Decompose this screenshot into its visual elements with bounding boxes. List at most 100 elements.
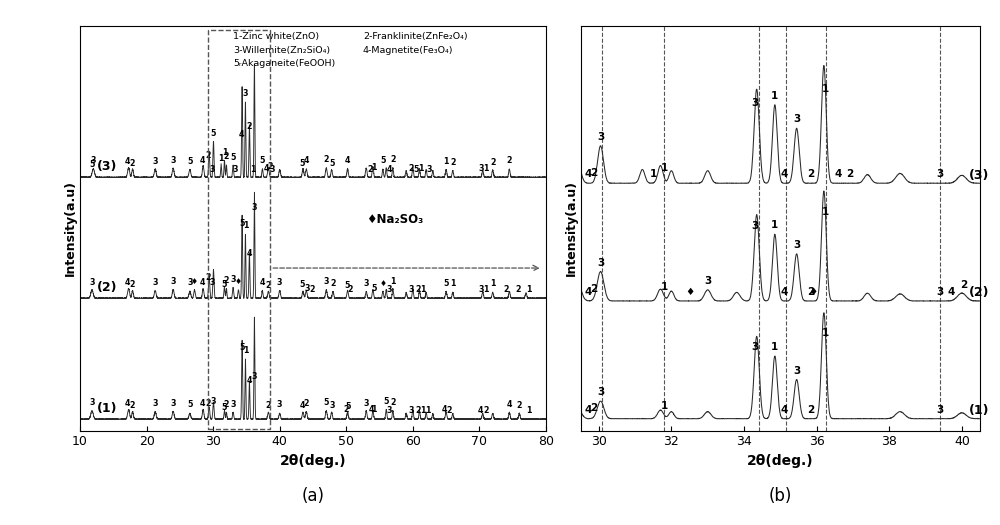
Text: 2: 2 (304, 400, 309, 408)
Text: 5: 5 (300, 280, 305, 289)
Text: 1: 1 (425, 406, 430, 415)
Text: ♦: ♦ (808, 287, 818, 297)
Text: (2): (2) (97, 281, 117, 293)
Text: 3: 3 (251, 372, 256, 381)
Text: 3: 3 (597, 387, 604, 397)
Text: 3: 3 (427, 164, 432, 174)
Text: (a): (a) (301, 487, 324, 505)
Text: 3: 3 (170, 399, 176, 408)
Bar (208, 30, 270, 428)
Text: 1: 1 (771, 342, 778, 352)
Text: 3: 3 (597, 132, 604, 142)
Text: 3: 3 (751, 98, 759, 108)
Text: 5: 5 (221, 403, 227, 412)
Text: 3: 3 (409, 406, 414, 415)
Text: 4: 4 (584, 287, 592, 297)
Text: 4: 4 (200, 400, 205, 408)
Text: 2: 2 (324, 155, 329, 164)
Text: 5: 5 (371, 284, 377, 293)
Text: 2: 2 (129, 159, 135, 167)
Text: 4: 4 (200, 278, 205, 287)
Text: 5: 5 (346, 402, 351, 411)
Text: 2: 2 (224, 276, 229, 285)
Text: 3: 3 (330, 401, 335, 411)
Text: 4: 4 (239, 130, 244, 139)
Text: 4: 4 (584, 169, 592, 179)
Text: 4: 4 (125, 157, 131, 166)
Text: 3: 3 (152, 278, 158, 287)
Text: 1: 1 (372, 163, 377, 172)
Text: 3: 3 (209, 165, 215, 174)
Text: 2: 2 (367, 165, 372, 174)
Y-axis label: Intensity(a.u): Intensity(a.u) (565, 181, 578, 276)
Text: 2-Franklinite(ZnFe₂O₄): 2-Franklinite(ZnFe₂O₄) (363, 33, 468, 41)
Text: 3: 3 (89, 278, 95, 287)
Text: 3: 3 (597, 258, 604, 268)
Text: 4: 4 (246, 376, 252, 385)
Text: 1: 1 (372, 405, 377, 414)
Text: 3: 3 (478, 285, 483, 294)
Text: (1): (1) (969, 404, 990, 417)
Text: 4: 4 (584, 405, 592, 415)
Text: 1: 1 (660, 401, 668, 411)
Text: 1: 1 (490, 279, 495, 288)
Text: 2: 2 (450, 158, 455, 167)
Text: (2): (2) (969, 286, 990, 299)
Text: 2: 2 (960, 280, 967, 290)
Text: 4: 4 (442, 405, 448, 414)
Text: 5: 5 (187, 401, 193, 410)
Text: 2: 2 (483, 406, 489, 415)
Text: 2: 2 (590, 167, 597, 178)
Text: 1: 1 (218, 154, 223, 163)
Text: 2: 2 (129, 401, 135, 410)
Text: 2: 2 (206, 273, 211, 282)
Text: 1: 1 (420, 406, 426, 415)
Text: 5: 5 (221, 280, 227, 289)
Text: 3: 3 (170, 277, 176, 286)
Text: 1: 1 (527, 286, 532, 295)
Text: 2: 2 (517, 401, 522, 410)
Text: 3: 3 (387, 286, 392, 295)
Text: 2: 2 (309, 285, 314, 295)
Text: 3: 3 (232, 165, 238, 174)
Text: 1: 1 (420, 286, 426, 295)
Text: 4-Magnetite(Fe₃O₄): 4-Magnetite(Fe₃O₄) (363, 46, 453, 55)
Text: 3: 3 (187, 278, 193, 287)
Text: 5: 5 (187, 157, 193, 166)
Text: 2: 2 (507, 156, 512, 165)
Text: (3): (3) (969, 169, 989, 182)
Text: 2: 2 (390, 398, 396, 407)
Text: 3: 3 (91, 156, 96, 165)
Text: 4: 4 (835, 170, 842, 180)
Text: 4: 4 (125, 399, 131, 408)
Text: 4: 4 (780, 169, 788, 179)
Text: 3: 3 (751, 342, 759, 352)
Text: 3: 3 (751, 221, 759, 231)
Text: 3: 3 (210, 278, 215, 287)
Text: 5ᵣAkaganeite(FeOOH): 5ᵣAkaganeite(FeOOH) (233, 59, 335, 68)
Text: 1: 1 (771, 220, 778, 230)
Text: 5: 5 (300, 159, 305, 167)
Y-axis label: Intensity(a.u): Intensity(a.u) (64, 181, 77, 276)
Text: 4: 4 (200, 156, 205, 165)
Text: 2: 2 (808, 170, 815, 180)
Text: 2: 2 (590, 285, 597, 295)
Text: 2: 2 (503, 286, 509, 295)
Text: 2: 2 (129, 280, 135, 289)
Text: 4: 4 (507, 400, 512, 408)
Text: 4: 4 (246, 249, 252, 258)
Text: 3: 3 (230, 400, 236, 408)
Text: 3-Willemite(Zn₂SiO₄): 3-Willemite(Zn₂SiO₄) (233, 46, 330, 55)
Text: 4: 4 (780, 405, 788, 415)
Text: 2: 2 (415, 285, 421, 294)
Text: 2: 2 (224, 400, 229, 409)
Text: 4: 4 (478, 406, 483, 415)
Text: 1: 1 (483, 286, 489, 295)
Text: 2: 2 (344, 405, 349, 414)
Text: 2: 2 (246, 122, 252, 131)
Text: 3: 3 (270, 164, 275, 174)
Text: 2: 2 (267, 162, 272, 171)
Text: 3: 3 (793, 114, 800, 124)
Text: 3: 3 (230, 275, 236, 284)
Text: ♦: ♦ (685, 287, 694, 297)
